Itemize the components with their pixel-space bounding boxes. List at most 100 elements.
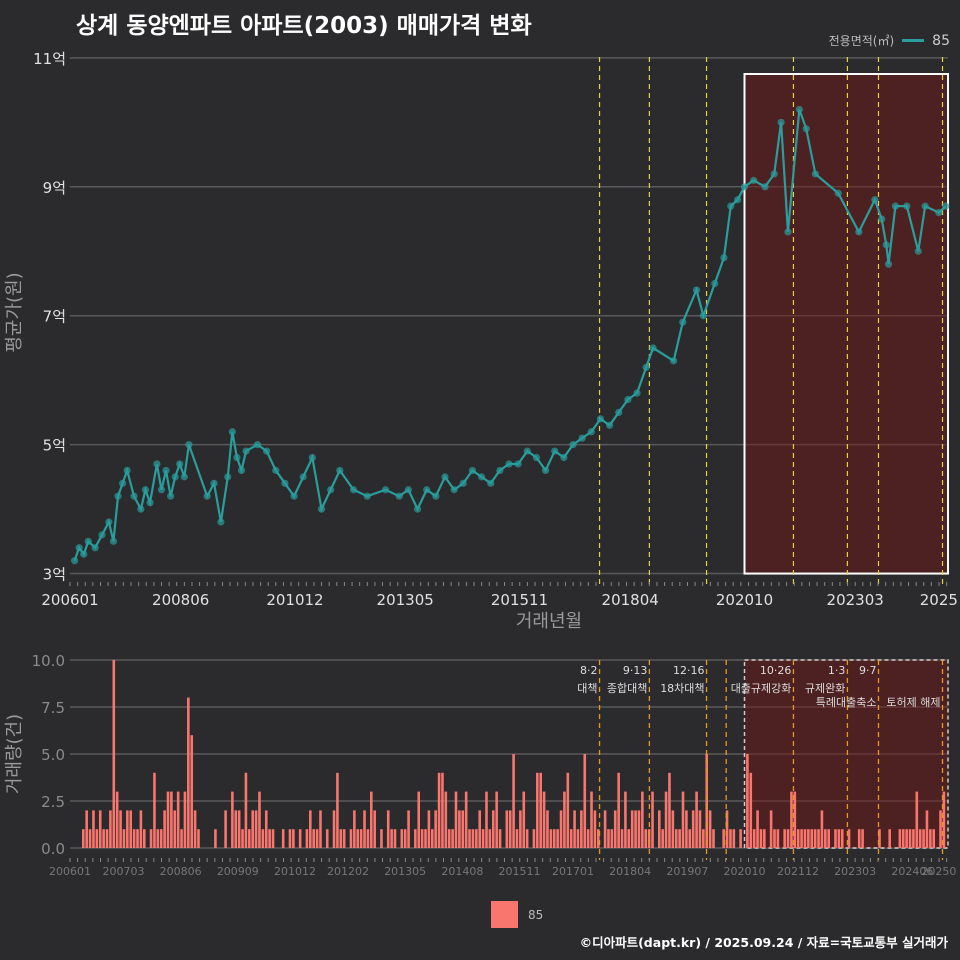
data-point (505, 460, 513, 468)
bar-x-tick-label: 201202 (327, 865, 369, 878)
volume-bar (905, 829, 908, 848)
volume-bar (98, 810, 102, 848)
data-point (914, 247, 922, 255)
volume-bar (827, 829, 830, 848)
policy-name-label: 종합대책 (607, 682, 647, 695)
data-point (141, 486, 150, 494)
data-point (299, 473, 307, 481)
policy-date-label: 10·26 (760, 664, 792, 677)
volume-bar (705, 754, 709, 848)
data-point (233, 453, 241, 462)
volume-bar (82, 829, 85, 848)
volume-bar (488, 829, 492, 848)
data-point (587, 428, 595, 436)
volume-bar (359, 829, 363, 848)
legend-bottom: 85 (491, 901, 543, 928)
volume-bar (458, 810, 461, 848)
volume-bar (261, 829, 265, 848)
volume-bar (925, 810, 929, 848)
volume-bar (729, 829, 732, 848)
bar-x-tick-label: 20250 (921, 865, 956, 878)
volume-bar (339, 829, 343, 848)
volume-bar (695, 791, 698, 848)
volume-bar (641, 791, 644, 848)
y-tick-label: 5억 (43, 437, 66, 455)
data-point (720, 254, 728, 262)
volume-bar (634, 810, 637, 848)
volume-bar (363, 810, 366, 848)
volume-bar (159, 829, 163, 848)
data-point (217, 518, 225, 526)
data-point (882, 241, 890, 249)
bar-y-tick-label: 2.5 (41, 793, 65, 811)
volume-bar (776, 829, 780, 848)
data-point (496, 466, 504, 475)
volume-bar (325, 829, 329, 848)
x-tick-label: 201804 (602, 591, 659, 609)
data-point (903, 202, 911, 210)
volume-bar (420, 829, 424, 848)
volume-bar (603, 810, 607, 848)
volume-bar (539, 772, 542, 848)
volume-bar (664, 791, 668, 848)
volume-bar (498, 829, 502, 848)
volume-bar (505, 810, 509, 848)
data-point (784, 228, 792, 236)
volume-bar (817, 829, 820, 848)
volume-bar (153, 772, 156, 848)
volume-bar (763, 829, 766, 848)
volume-bar (637, 810, 641, 848)
data-point (740, 183, 749, 191)
data-point (171, 473, 179, 481)
bar-highlight-box (743, 659, 949, 849)
volume-bar (356, 829, 360, 848)
data-point (855, 228, 863, 236)
volume-bar (234, 810, 238, 848)
volume-bar (461, 810, 465, 848)
volume-bar (712, 829, 715, 848)
volume-bar (417, 791, 421, 848)
data-point (84, 537, 92, 545)
x-axis-label: 거래년월 (516, 611, 582, 632)
volume-bar (566, 772, 570, 848)
data-point (242, 447, 250, 455)
volume-bar (444, 791, 448, 848)
volume-bar (847, 829, 851, 848)
volume-bar (332, 810, 336, 848)
volume-bar (769, 810, 773, 848)
data-point (441, 473, 449, 481)
volume-bar (85, 810, 88, 848)
volume-bar (590, 791, 593, 848)
policy-name-label: 규제완화 (805, 682, 845, 695)
volume-bar (610, 829, 614, 848)
data-point (921, 202, 929, 210)
volume-bar (803, 829, 807, 848)
data-point (98, 531, 106, 539)
policy-name-label: 대출규제강화 (731, 682, 792, 695)
volume-bar (430, 829, 434, 848)
data-point (468, 466, 477, 475)
data-point (118, 479, 127, 487)
volume-bar (102, 829, 105, 848)
data-point (541, 466, 550, 475)
volume-bar (688, 829, 692, 848)
data-point (699, 312, 707, 320)
volume-bar (407, 810, 410, 848)
volume-bar (702, 829, 705, 848)
bar-x-tick-label: 201907 (666, 865, 708, 878)
x-tick-label: 201305 (377, 591, 434, 609)
data-point (349, 486, 358, 494)
volume-bar (193, 810, 197, 848)
volume-bar (522, 791, 526, 848)
data-point (670, 357, 678, 365)
x-tick-label: 2025 (920, 591, 958, 609)
volume-bar (746, 754, 749, 848)
volume-bar (315, 829, 319, 848)
data-point (157, 486, 166, 494)
data-point (692, 286, 701, 294)
policy-name-label: 18차대책 (660, 682, 704, 695)
volume-bar (752, 829, 756, 848)
data-point (633, 389, 641, 397)
volume-bar (647, 829, 651, 848)
volume-bar (156, 829, 160, 848)
